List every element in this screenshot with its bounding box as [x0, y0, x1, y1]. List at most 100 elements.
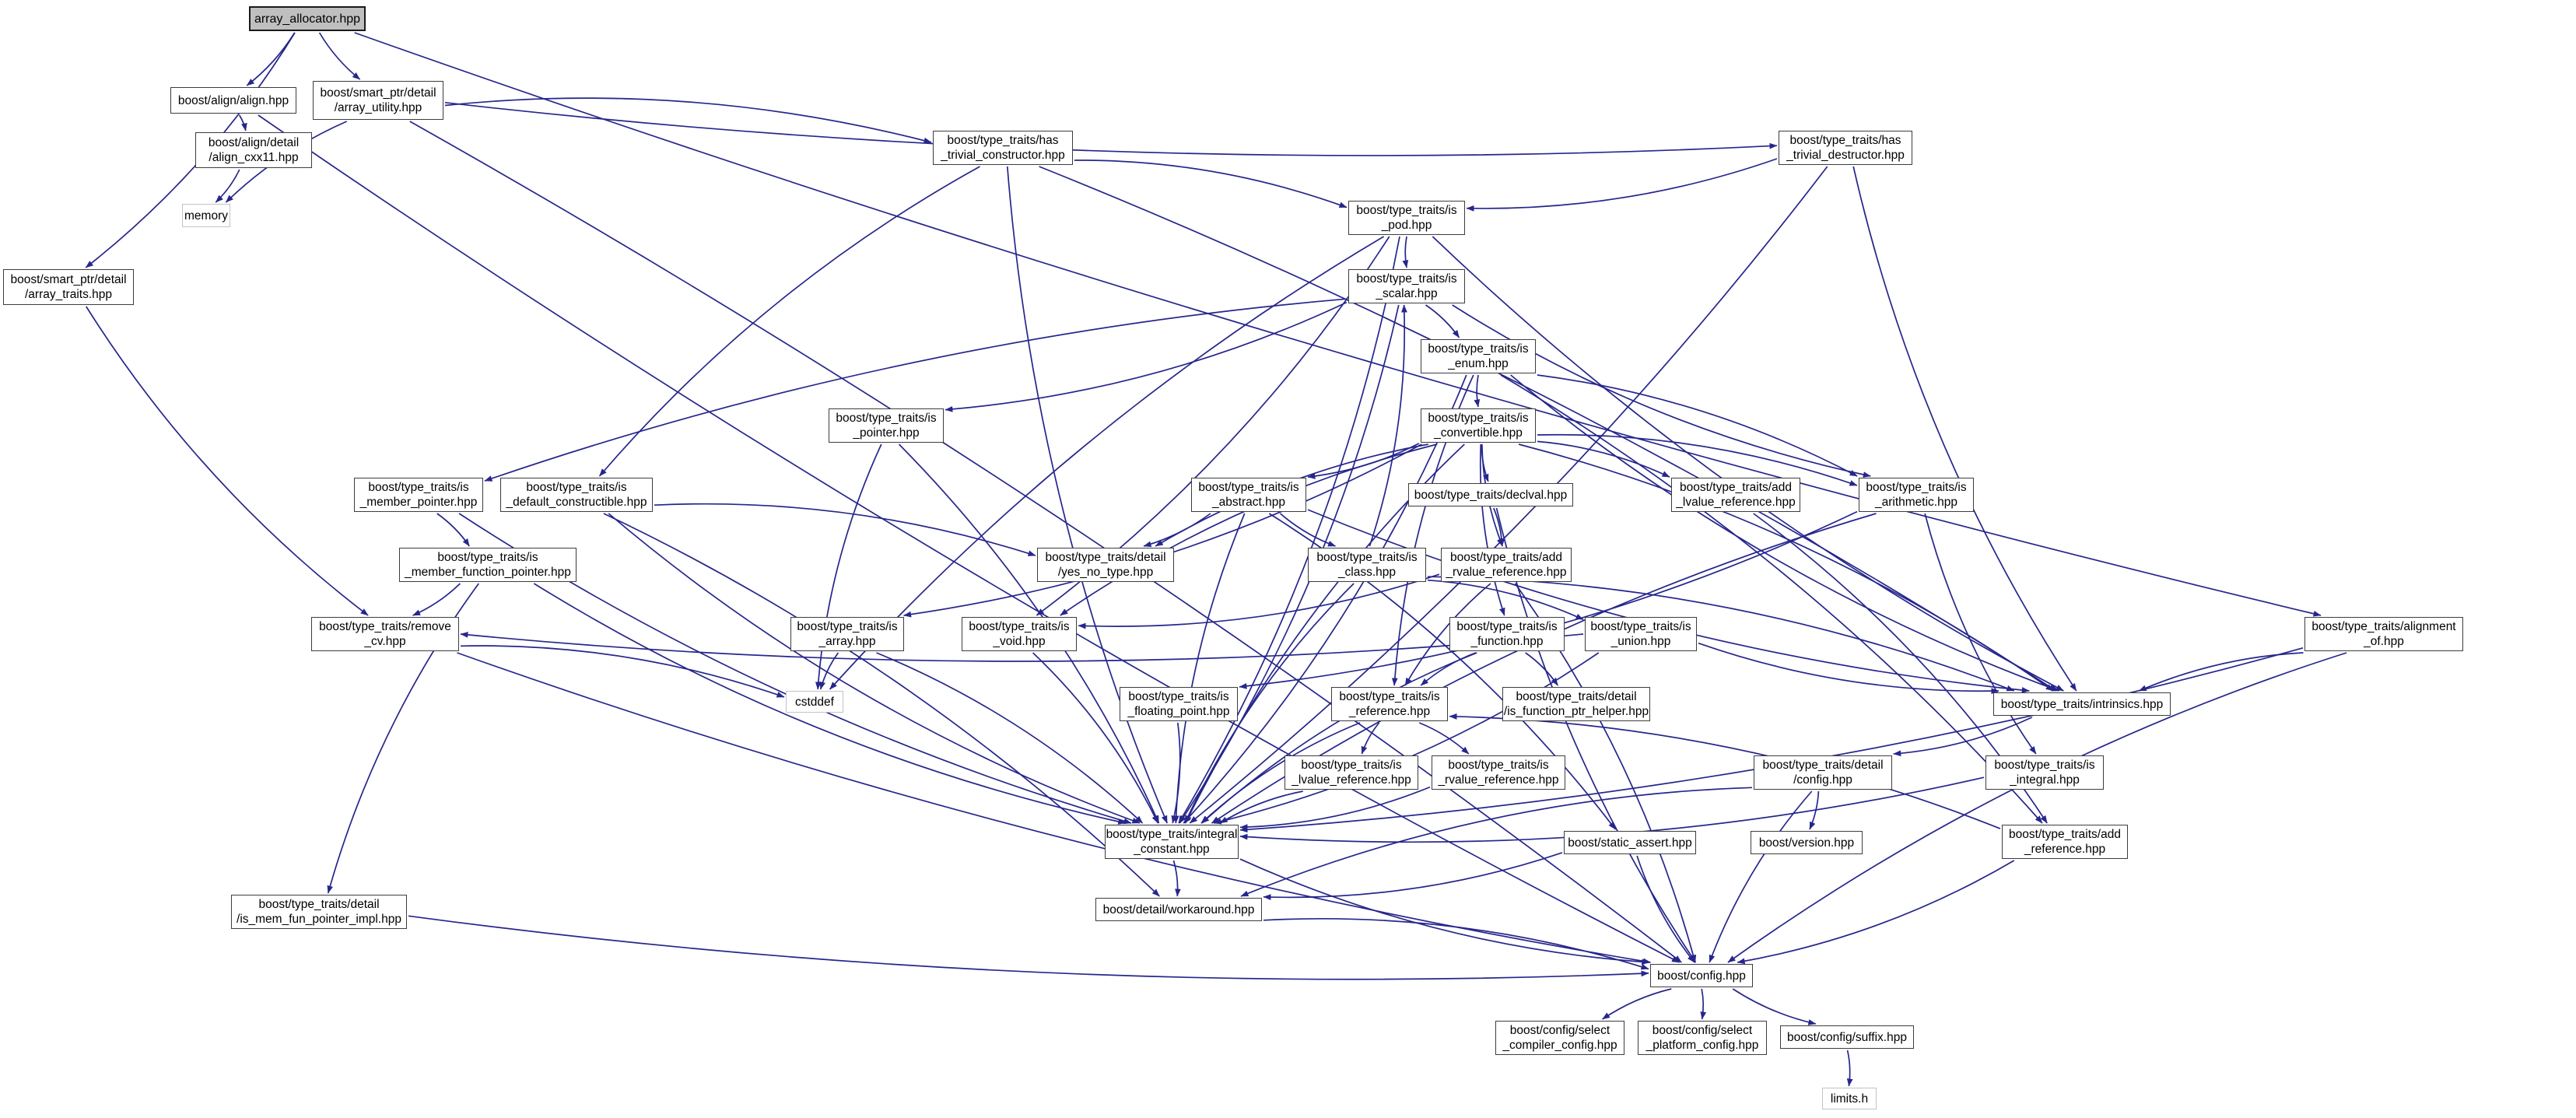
include-edge-add_reference-to-config [1737, 860, 2015, 965]
include-edge-integral_constant-to-config [1239, 858, 1650, 966]
node-label: boost/type_traits/alignment [2311, 620, 2456, 633]
graph-node-select-platform[interactable]: boost/config/select _platform_config.hpp [1638, 1021, 1767, 1055]
include-edge-is_pod-to-is_scalar [1402, 236, 1409, 268]
graph-node-is-class[interactable]: boost/type_traits/is _class.hpp [1308, 548, 1426, 582]
graph-node-is-integral[interactable]: boost/type_traits/is _integral.hpp [1985, 755, 2104, 790]
graph-node-root[interactable]: array_allocator.hpp [249, 6, 366, 31]
node-label: _function.hpp [1470, 635, 1544, 648]
node-label: boost/type_traits/integral [1106, 828, 1238, 841]
node-label: boost/type_traits/detail [1045, 551, 1166, 564]
node-label: boost/type_traits/is [836, 412, 937, 425]
graph-node-limits: limits.h [1822, 1088, 1877, 1109]
graph-node-is-abstract[interactable]: boost/type_traits/is _abstract.hpp [1191, 478, 1306, 512]
graph-node-is-array[interactable]: boost/type_traits/is _array.hpp [790, 617, 904, 651]
include-edge-is_scalar-to-is_enum [1425, 304, 1460, 338]
graph-node-is-member-pointer[interactable]: boost/type_traits/is _member_pointer.hpp [354, 478, 483, 512]
node-label: _void.hpp [993, 635, 1046, 648]
node-label: boost/type_traits/is [1356, 272, 1457, 286]
include-edge-has_trivial_ctor-to-is_pod [1074, 159, 1348, 209]
include-edge-is_convertible-to-is_function [1479, 443, 1505, 616]
graph-node-suffix[interactable]: boost/config/suffix.hpp [1780, 1025, 1914, 1049]
graph-node-is-arithmetic[interactable]: boost/type_traits/is _arithmetic.hpp [1859, 478, 1974, 512]
graph-node-workaround[interactable]: boost/detail/workaround.hpp [1095, 898, 1262, 921]
graph-node-select-compiler[interactable]: boost/config/select _compiler_config.hpp [1495, 1021, 1624, 1055]
include-edge-is_union-to-integral_constant [1213, 652, 1600, 825]
graph-node-static-assert[interactable]: boost/static_assert.hpp [1564, 831, 1696, 854]
graph-node-is-mem-fun-pointer-impl[interactable]: boost/type_traits/detail/is_mem_fun_poin… [231, 895, 407, 929]
graph-node-array-utility[interactable]: boost/smart_ptr/detail/array_utility.hpp [313, 81, 443, 120]
graph-node-is-floating-point[interactable]: boost/type_traits/is _floating_point.hpp [1120, 687, 1238, 721]
node-label: boost/type_traits/is [1356, 204, 1457, 217]
graph-node-is-void[interactable]: boost/type_traits/is _void.hpp [962, 617, 1077, 651]
graph-node-is-default-constructible[interactable]: boost/type_traits/is _default_constructib… [500, 478, 653, 512]
node-label: _reference.hpp [1348, 705, 1431, 718]
graph-node-array-traits[interactable]: boost/smart_ptr/detail/array_traits.hpp [3, 269, 134, 305]
node-label: _rvalue_reference.hpp [1446, 566, 1567, 579]
graph-node-alignment-of[interactable]: boost/type_traits/alignment _of.hpp [2304, 617, 2463, 651]
include-edge-is_scalar-to-is_arithmetic [1452, 304, 1871, 478]
graph-node-is-rvalue-reference[interactable]: boost/type_traits/is _rvalue_reference.hp… [1432, 755, 1565, 790]
include-edge-is_convertible-to-is_void [1060, 443, 1438, 616]
node-label: boost/type_traits/is [1339, 690, 1440, 703]
node-label: boost/detail/workaround.hpp [1102, 902, 1255, 916]
include-edge-array_utility-to-config [409, 121, 1682, 963]
graph-node-intrinsics[interactable]: boost/type_traits/intrinsics.hpp [1993, 692, 2171, 716]
graph-node-is-pointer[interactable]: boost/type_traits/is _pointer.hpp [829, 408, 944, 443]
graph-node-is-function-ptr-helper[interactable]: boost/type_traits/detail/is_function_ptr… [1502, 687, 1650, 721]
node-label: boost/type_traits/is [1590, 620, 1691, 633]
include-edge-has_trivial_dtor-to-is_pod [1466, 158, 1778, 212]
include-edge-declval-to-add_rvalue_reference [1493, 507, 1505, 547]
include-edge-alignment_of-to-integral_constant [1239, 647, 2304, 833]
node-label: boost/type_traits/is [1428, 412, 1529, 425]
node-label: boost/config/select [1509, 1024, 1610, 1037]
node-label: _rvalue_reference.hpp [1438, 773, 1559, 787]
graph-node-is-scalar[interactable]: boost/type_traits/is _scalar.hpp [1348, 269, 1465, 303]
include-edge-is_default_constructible-to-yes_no_type [654, 503, 1036, 556]
include-edge-is_function-to-is_reference [1420, 652, 1476, 686]
graph-node-is-member-function-pointer[interactable]: boost/type_traits/is _member_function_poi… [399, 548, 577, 582]
graph-node-is-enum[interactable]: boost/type_traits/is _enum.hpp [1421, 339, 1536, 373]
graph-node-config[interactable]: boost/config.hpp [1650, 964, 1753, 987]
graph-node-version[interactable]: boost/version.hpp [1751, 831, 1863, 854]
include-edge-alignment_of-to-intrinsics [2138, 652, 2304, 692]
graph-node-declval[interactable]: boost/type_traits/declval.hpp [1408, 483, 1573, 506]
node-label: boost/type_traits/detail [1516, 690, 1637, 703]
graph-node-is-reference[interactable]: boost/type_traits/is _reference.hpp [1331, 687, 1448, 721]
graph-node-has-trivial-dtor[interactable]: boost/type_traits/has _trivial_destructor… [1779, 131, 1912, 165]
include-edge-is_mem_fun_pointer_impl-to-config [408, 915, 1649, 980]
graph-node-is-union[interactable]: boost/type_traits/is _union.hpp [1585, 617, 1697, 651]
node-label: boost/type_traits/intrinsics.hpp [2000, 697, 2164, 711]
node-label: boost/type_traits/add [2009, 828, 2121, 841]
node-label: _default_constructible.hpp [506, 496, 647, 509]
graph-node-has-trivial-ctor[interactable]: boost/type_traits/has _trivial_constructo… [933, 131, 1073, 165]
graph-node-is-convertible[interactable]: boost/type_traits/is _convertible.hpp [1421, 408, 1536, 443]
include-edge-is_arithmetic-to-is_floating_point [1239, 510, 1858, 689]
graph-node-is-pod[interactable]: boost/type_traits/is _pod.hpp [1348, 201, 1465, 235]
graph-node-is-function[interactable]: boost/type_traits/is _function.hpp [1449, 617, 1565, 651]
graph-node-align[interactable]: boost/align/align.hpp [170, 87, 296, 114]
include-edge-suffix-to-limits [1846, 1050, 1853, 1087]
node-label: _abstract.hpp [1212, 496, 1285, 509]
graph-node-yes-no-type[interactable]: boost/type_traits/detail/yes_no_type.hpp [1037, 548, 1174, 582]
graph-node-remove-cv[interactable]: boost/type_traits/remove _cv.hpp [311, 617, 459, 651]
include-edge-is_member_function_pointer-to-remove_cv [412, 583, 461, 616]
graph-node-is-lvalue-reference[interactable]: boost/type_traits/is _lvalue_reference.hp… [1284, 755, 1418, 790]
node-label: _lvalue_reference.hpp [1292, 773, 1411, 787]
include-edge-config-to-suffix [1732, 988, 1817, 1025]
graph-node-align-cxx11[interactable]: boost/align/detail/align_cxx11.hpp [195, 132, 312, 168]
node-label: boost/static_assert.hpp [1568, 836, 1692, 850]
node-label: boost/type_traits/add [1680, 481, 1792, 494]
node-label: boost/type_traits/remove [319, 620, 451, 633]
node-label: boost/config/select [1652, 1024, 1753, 1037]
graph-node-add-lvalue-reference[interactable]: boost/type_traits/add _lvalue_reference.h… [1671, 478, 1800, 512]
include-edge-is_pod-to-cstddef [829, 236, 1385, 690]
graph-node-integral-constant[interactable]: boost/type_traits/integral _constant.hpp [1105, 825, 1239, 859]
include-edge-is_enum-to-is_arithmetic [1537, 374, 1858, 477]
graph-node-add-rvalue-reference[interactable]: boost/type_traits/add _rvalue_reference.h… [1441, 548, 1572, 582]
graph-node-add-reference[interactable]: boost/type_traits/add _reference.hpp [2002, 825, 2128, 859]
node-label: boost/type_traits/is [797, 620, 898, 633]
include-edge-is_array-to-integral_constant [876, 652, 1144, 824]
graph-node-tt-detail-config[interactable]: boost/type_traits/detail/config.hpp [1754, 755, 1892, 790]
node-label: _member_function_pointer.hpp [405, 566, 571, 579]
